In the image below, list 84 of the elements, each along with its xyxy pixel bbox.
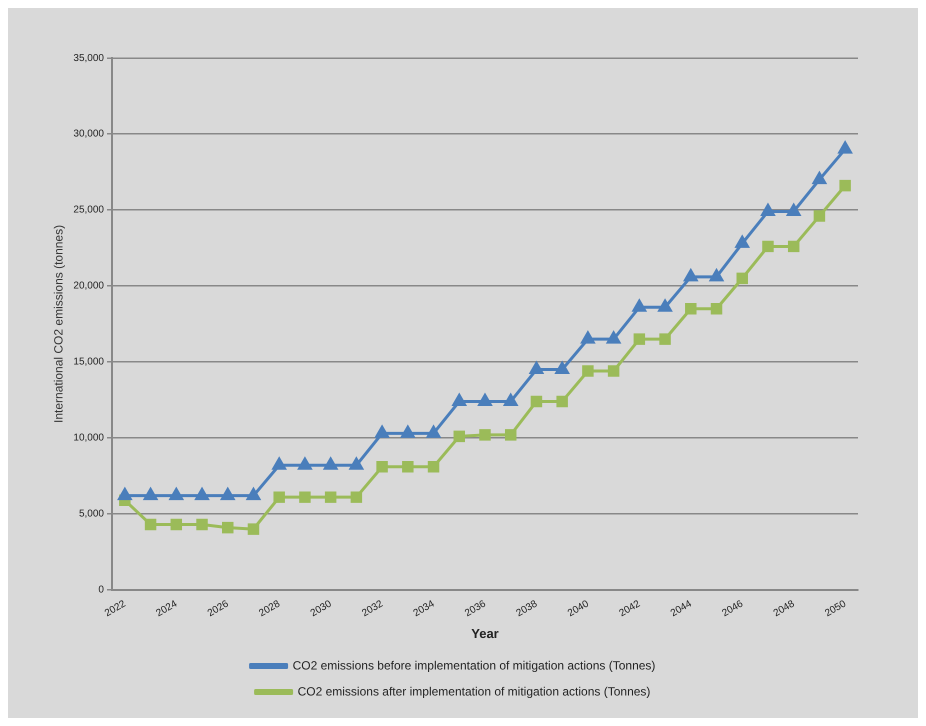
x-tick-label: 2030 xyxy=(308,598,334,620)
point xyxy=(608,365,620,377)
y-axis-title: International CO2 emissions (tonnes) xyxy=(52,224,66,423)
point xyxy=(350,458,364,470)
point xyxy=(659,333,671,345)
point xyxy=(504,394,518,406)
point xyxy=(324,491,336,503)
x-tick-label: 2034 xyxy=(412,598,437,620)
y-tick-label: 0 xyxy=(98,584,104,596)
point xyxy=(222,522,234,534)
y-tick-label: 5,000 xyxy=(78,508,104,520)
x-tick-label: 2040 xyxy=(566,598,592,620)
x-tick-label: 2028 xyxy=(257,598,282,620)
point xyxy=(530,362,544,374)
point xyxy=(632,300,646,312)
point xyxy=(530,396,542,408)
point xyxy=(272,458,286,470)
point xyxy=(684,269,698,282)
point xyxy=(812,172,826,184)
point xyxy=(144,518,156,530)
x-tick-label: 2046 xyxy=(720,598,746,620)
point xyxy=(196,518,208,530)
point xyxy=(324,458,338,470)
x-tick-label: 2050 xyxy=(823,598,848,620)
point xyxy=(170,488,183,500)
point xyxy=(246,488,260,500)
point xyxy=(195,488,209,500)
point xyxy=(299,491,311,503)
point xyxy=(118,488,132,500)
legend-label: CO2 emissions before implementation of mitigation actions (Tonnes) xyxy=(292,658,656,672)
point xyxy=(555,362,569,374)
point xyxy=(401,426,415,438)
point xyxy=(814,210,826,222)
x-tick-label: 2022 xyxy=(102,598,128,620)
x-tick-label: 2032 xyxy=(360,598,386,620)
point xyxy=(298,458,312,470)
point xyxy=(786,204,800,216)
y-tick-label: 20,000 xyxy=(73,280,104,292)
y-tick-label: 30,000 xyxy=(73,128,104,140)
point xyxy=(376,461,388,473)
point xyxy=(658,300,672,312)
point xyxy=(428,461,440,473)
point xyxy=(454,430,466,442)
point xyxy=(736,272,748,284)
legend-label: CO2 emissions after implementation of mitigation actions (Tonnes) xyxy=(298,684,650,698)
x-tick-label: 2036 xyxy=(463,598,488,620)
point xyxy=(838,142,852,154)
point xyxy=(144,488,158,500)
point xyxy=(556,396,568,408)
point xyxy=(839,180,851,192)
point xyxy=(170,518,182,530)
y-tick-label: 15,000 xyxy=(73,356,104,368)
point xyxy=(710,269,724,282)
point xyxy=(426,426,440,438)
point xyxy=(710,303,722,314)
x-tick-label: 2044 xyxy=(668,598,694,620)
point xyxy=(504,429,516,441)
y-tick-label: 35,000 xyxy=(73,52,104,64)
point xyxy=(221,488,234,500)
point xyxy=(402,461,414,473)
point xyxy=(478,394,492,406)
point xyxy=(685,303,697,314)
x-tick-label: 2038 xyxy=(514,598,540,620)
point xyxy=(350,491,362,503)
point xyxy=(248,523,260,535)
point xyxy=(634,333,646,345)
point xyxy=(762,240,774,252)
point xyxy=(736,236,749,248)
x-tick-label: 2024 xyxy=(154,598,180,620)
y-tick-label: 10,000 xyxy=(73,432,104,444)
point xyxy=(581,332,595,344)
x-tick-label: 2042 xyxy=(617,598,643,620)
point xyxy=(479,429,491,441)
point xyxy=(452,394,466,406)
point xyxy=(375,426,389,438)
y-tick-label: 25,000 xyxy=(73,204,104,216)
x-tick-label: 2026 xyxy=(206,598,231,620)
x-axis-title: Year xyxy=(471,626,499,641)
point xyxy=(761,204,775,216)
point xyxy=(606,332,620,344)
point xyxy=(788,240,800,252)
point xyxy=(273,491,285,503)
x-tick-label: 2048 xyxy=(772,598,797,620)
point xyxy=(582,365,594,377)
